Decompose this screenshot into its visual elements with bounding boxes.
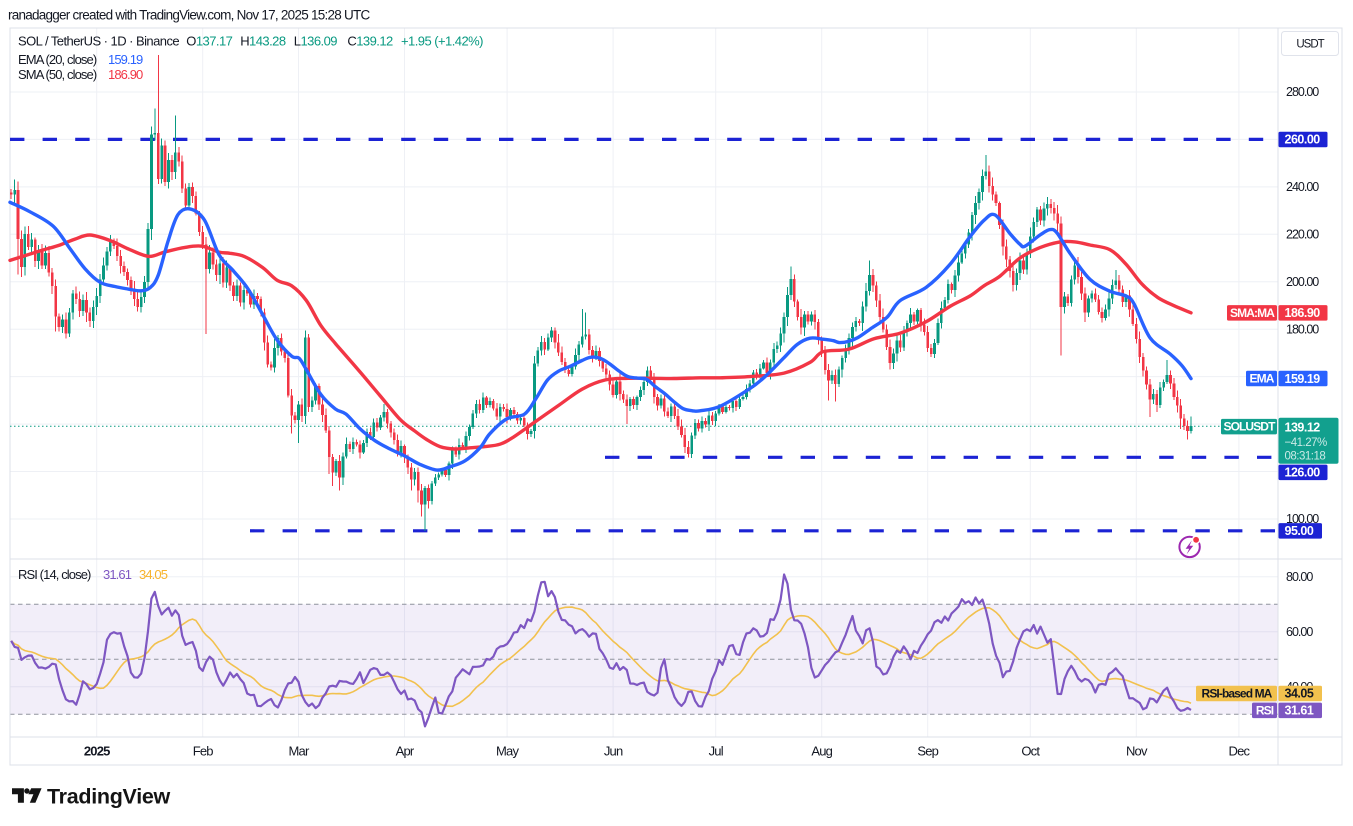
svg-text:SOL / TetherUS · 1D · Binance: SOL / TetherUS · 1D · Binance: [18, 34, 179, 49]
svg-text:Apr: Apr: [396, 744, 415, 759]
svg-text:SMA:MA: SMA:MA: [1230, 306, 1275, 320]
svg-text:RSI-based MA: RSI-based MA: [1202, 687, 1273, 701]
svg-text:L136.09: L136.09: [294, 34, 337, 49]
svg-text:SMA (50, close): SMA (50, close): [18, 67, 97, 82]
svg-text:280.00: 280.00: [1286, 85, 1319, 99]
svg-text:Oct: Oct: [1021, 744, 1040, 759]
svg-text:240.00: 240.00: [1286, 180, 1319, 194]
svg-text:Jul: Jul: [709, 744, 724, 759]
svg-text:May: May: [496, 744, 519, 759]
svg-text:Aug: Aug: [811, 744, 832, 759]
svg-text:2025: 2025: [84, 744, 110, 759]
svg-text:H143.28: H143.28: [240, 34, 286, 49]
svg-text:200.00: 200.00: [1286, 275, 1319, 289]
svg-text:220.00: 220.00: [1286, 228, 1319, 242]
svg-text:ranadagger created with Tradin: ranadagger created with TradingView.com,…: [8, 8, 370, 23]
svg-text:Nov: Nov: [1126, 744, 1148, 759]
svg-text:139.12: 139.12: [1285, 421, 1321, 435]
svg-text:159.19: 159.19: [108, 52, 143, 67]
svg-text:31.61: 31.61: [103, 567, 132, 582]
svg-text:34.05: 34.05: [1285, 687, 1314, 701]
svg-text:TradingView: TradingView: [47, 785, 171, 809]
svg-text:126.00: 126.00: [1285, 466, 1321, 480]
svg-text:260.00: 260.00: [1285, 133, 1321, 147]
svg-text:RSI: RSI: [1256, 703, 1274, 717]
svg-text:EMA: EMA: [1250, 372, 1275, 386]
svg-text:180.00: 180.00: [1286, 322, 1319, 336]
svg-text:EMA (20, close): EMA (20, close): [18, 52, 97, 67]
svg-text:08:31:18: 08:31:18: [1285, 451, 1326, 463]
svg-text:+1.95 (+1.42%): +1.95 (+1.42%): [401, 34, 483, 49]
svg-text:186.90: 186.90: [108, 67, 143, 82]
svg-text:34.05: 34.05: [139, 567, 168, 582]
svg-text:−41.27%: −41.27%: [1285, 437, 1327, 449]
svg-text:100.00: 100.00: [1286, 512, 1319, 526]
svg-text:Dec: Dec: [1229, 744, 1251, 759]
svg-text:31.61: 31.61: [1285, 704, 1314, 718]
svg-text:RSI (14, close): RSI (14, close): [18, 567, 91, 582]
svg-text:USDT: USDT: [1296, 39, 1324, 51]
svg-text:95.00: 95.00: [1285, 524, 1314, 538]
svg-text:C139.12: C139.12: [347, 34, 393, 49]
svg-text:186.90: 186.90: [1285, 306, 1321, 320]
svg-text:O137.17: O137.17: [186, 34, 232, 49]
svg-text:Sep: Sep: [917, 744, 938, 759]
svg-text:Feb: Feb: [193, 744, 214, 759]
svg-text:60.00: 60.00: [1286, 625, 1313, 639]
svg-text:Mar: Mar: [289, 744, 310, 759]
svg-text:Jun: Jun: [604, 744, 623, 759]
svg-text:80.00: 80.00: [1286, 570, 1313, 584]
svg-text:SOLUSDT: SOLUSDT: [1223, 420, 1276, 434]
svg-text:159.19: 159.19: [1285, 372, 1321, 386]
